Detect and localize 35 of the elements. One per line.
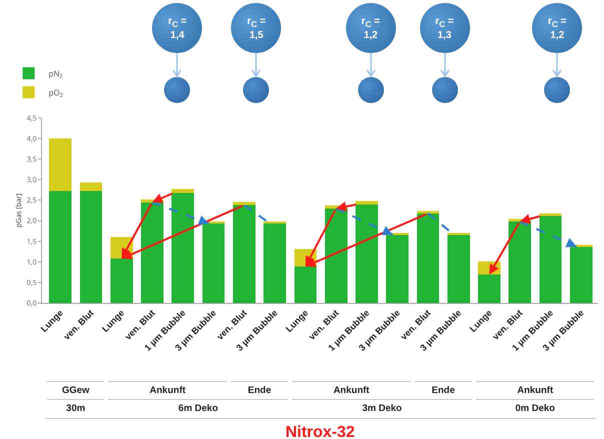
bar <box>324 208 348 303</box>
bar <box>356 201 378 204</box>
text: Ankunft <box>108 381 227 396</box>
legend-label: pO$_{2}$ <box>48 87 63 100</box>
text: 3m Deko <box>292 399 472 414</box>
text: Ende <box>230 381 288 396</box>
bar <box>172 189 194 193</box>
text: 0m Deko <box>476 399 594 414</box>
bar <box>80 190 102 303</box>
text: 6m Deko <box>108 399 288 414</box>
bar <box>264 224 286 303</box>
text: Ankunft <box>292 381 411 396</box>
bar <box>356 204 378 303</box>
bar <box>416 210 440 214</box>
bar <box>539 216 562 303</box>
text: Ende <box>414 381 472 396</box>
text: Nitrox-32 <box>285 424 355 439</box>
bar <box>233 205 256 303</box>
text: 30m <box>47 399 104 414</box>
bar <box>570 246 592 303</box>
bar <box>539 213 562 216</box>
bar <box>80 182 102 191</box>
bar <box>49 138 72 191</box>
bar <box>202 224 225 303</box>
bar <box>49 190 72 303</box>
bar <box>294 266 317 303</box>
text: Ankunft <box>476 381 594 396</box>
bar <box>172 192 194 303</box>
bar <box>416 213 440 303</box>
bar <box>233 202 256 206</box>
bar <box>478 274 500 303</box>
bar <box>386 234 409 303</box>
bar <box>447 234 470 303</box>
legend-label: pN$_{2}$ <box>48 68 63 80</box>
text: GGew <box>47 381 104 396</box>
